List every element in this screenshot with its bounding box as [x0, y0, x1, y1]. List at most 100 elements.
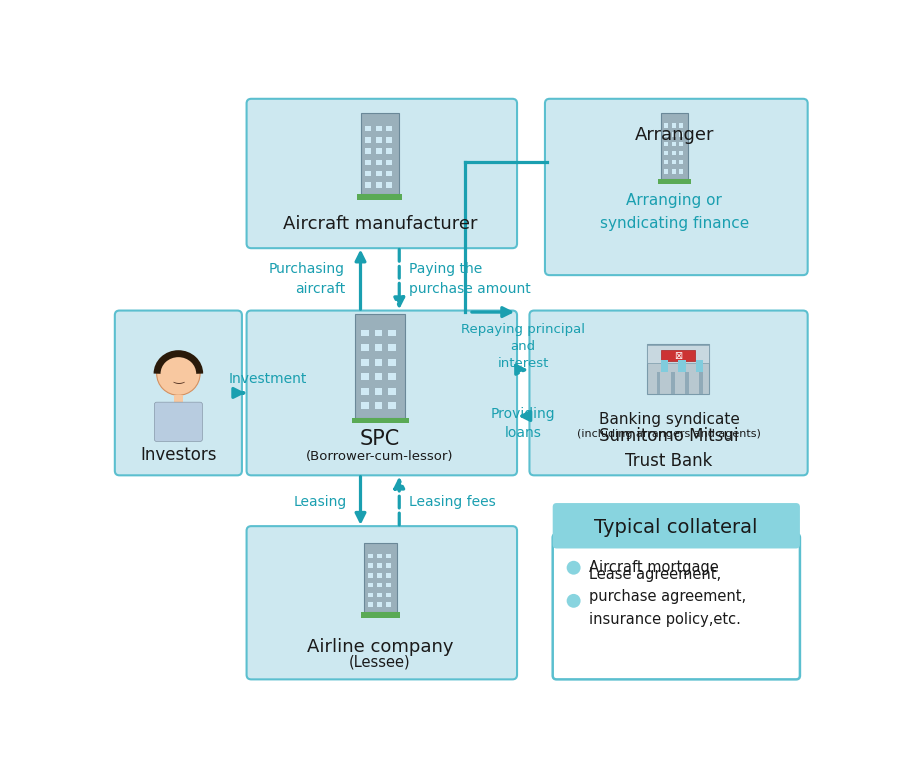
FancyBboxPatch shape	[247, 310, 517, 476]
FancyBboxPatch shape	[155, 402, 202, 442]
Bar	[386, 126, 392, 131]
Bar	[365, 160, 372, 165]
Bar	[680, 151, 683, 155]
Bar	[385, 602, 391, 607]
Bar	[375, 137, 382, 143]
Bar	[374, 388, 382, 394]
Bar	[365, 126, 372, 131]
FancyBboxPatch shape	[553, 503, 800, 548]
Bar	[374, 373, 382, 380]
Bar	[361, 113, 400, 195]
Text: Arranging or
syndicating finance: Arranging or syndicating finance	[599, 194, 749, 231]
Bar	[661, 360, 669, 372]
Bar	[385, 554, 391, 558]
Text: Arranger: Arranger	[634, 126, 714, 144]
Bar	[647, 345, 709, 363]
Bar	[374, 330, 382, 337]
Bar	[376, 583, 382, 587]
Text: Aircraft manufacturer: Aircraft manufacturer	[283, 215, 477, 232]
Text: Aircraft mortgage: Aircraft mortgage	[590, 560, 719, 575]
Bar	[361, 612, 400, 618]
Bar	[664, 124, 669, 128]
Bar	[680, 141, 683, 146]
Text: Sumitomo Mitsui
Trust Bank: Sumitomo Mitsui Trust Bank	[599, 427, 739, 470]
Bar	[367, 593, 373, 598]
Text: Leasing: Leasing	[293, 496, 346, 510]
Bar	[658, 179, 691, 185]
Bar	[679, 360, 686, 372]
Bar	[671, 151, 676, 155]
Bar	[388, 388, 396, 394]
Text: Investors: Investors	[140, 445, 217, 463]
Bar	[376, 554, 382, 558]
Text: ⊠: ⊠	[674, 351, 682, 361]
Bar	[664, 160, 669, 164]
Bar	[388, 344, 396, 351]
Bar	[375, 160, 382, 165]
Bar	[367, 602, 373, 607]
Bar	[361, 330, 369, 337]
Bar	[554, 510, 798, 547]
Bar	[386, 171, 392, 177]
Bar	[664, 151, 669, 155]
Bar	[375, 182, 382, 188]
Bar	[365, 148, 372, 154]
Bar	[357, 195, 402, 200]
Bar	[671, 169, 676, 174]
Bar	[375, 148, 382, 154]
Bar	[361, 402, 369, 409]
Bar	[385, 573, 391, 577]
Bar	[696, 360, 703, 372]
Bar	[685, 372, 688, 394]
Bar	[662, 350, 696, 361]
Bar	[376, 573, 382, 577]
Bar	[385, 564, 391, 568]
Text: Typical collateral: Typical collateral	[594, 518, 758, 537]
FancyBboxPatch shape	[247, 527, 517, 679]
Bar	[365, 171, 372, 177]
Bar	[364, 543, 397, 612]
Bar	[680, 160, 683, 164]
Text: (including arrangers and agents): (including arrangers and agents)	[577, 428, 760, 438]
Bar	[388, 330, 396, 337]
Text: Lease agreement,
purchase agreement,
insurance policy,etc.: Lease agreement, purchase agreement, ins…	[590, 567, 746, 627]
Bar	[664, 132, 669, 137]
Bar	[386, 137, 392, 143]
Bar	[680, 124, 683, 128]
Text: Banking syndicate: Banking syndicate	[598, 412, 740, 428]
Bar	[671, 132, 676, 137]
Text: Paying the
purchase amount: Paying the purchase amount	[410, 262, 531, 296]
Bar	[386, 148, 392, 154]
Text: (Borrower-cum-lessor): (Borrower-cum-lessor)	[306, 449, 454, 462]
Text: Repaying principal
and
interest: Repaying principal and interest	[461, 323, 585, 371]
Bar	[664, 141, 669, 146]
Circle shape	[157, 352, 200, 395]
Bar	[356, 313, 406, 418]
Bar	[388, 402, 396, 409]
Bar	[388, 359, 396, 366]
Bar	[374, 344, 382, 351]
Circle shape	[567, 560, 580, 574]
FancyBboxPatch shape	[529, 310, 807, 476]
Text: Airline company: Airline company	[307, 638, 453, 656]
Text: ‿: ‿	[174, 371, 184, 384]
FancyBboxPatch shape	[545, 99, 807, 275]
Bar	[662, 113, 688, 179]
Text: Providing
loans: Providing loans	[491, 407, 555, 441]
Bar	[361, 388, 369, 394]
Bar	[361, 344, 369, 351]
Bar	[367, 583, 373, 587]
Bar	[680, 169, 683, 174]
Bar	[671, 160, 676, 164]
Bar	[388, 373, 396, 380]
Bar	[365, 137, 372, 143]
Bar	[385, 593, 391, 598]
Text: Leasing fees: Leasing fees	[410, 496, 496, 510]
Bar	[699, 372, 703, 394]
Bar	[375, 126, 382, 131]
Text: Purchasing
aircraft: Purchasing aircraft	[269, 262, 345, 296]
Bar	[657, 372, 661, 394]
Bar	[361, 373, 369, 380]
FancyBboxPatch shape	[115, 310, 242, 476]
Bar	[671, 124, 676, 128]
